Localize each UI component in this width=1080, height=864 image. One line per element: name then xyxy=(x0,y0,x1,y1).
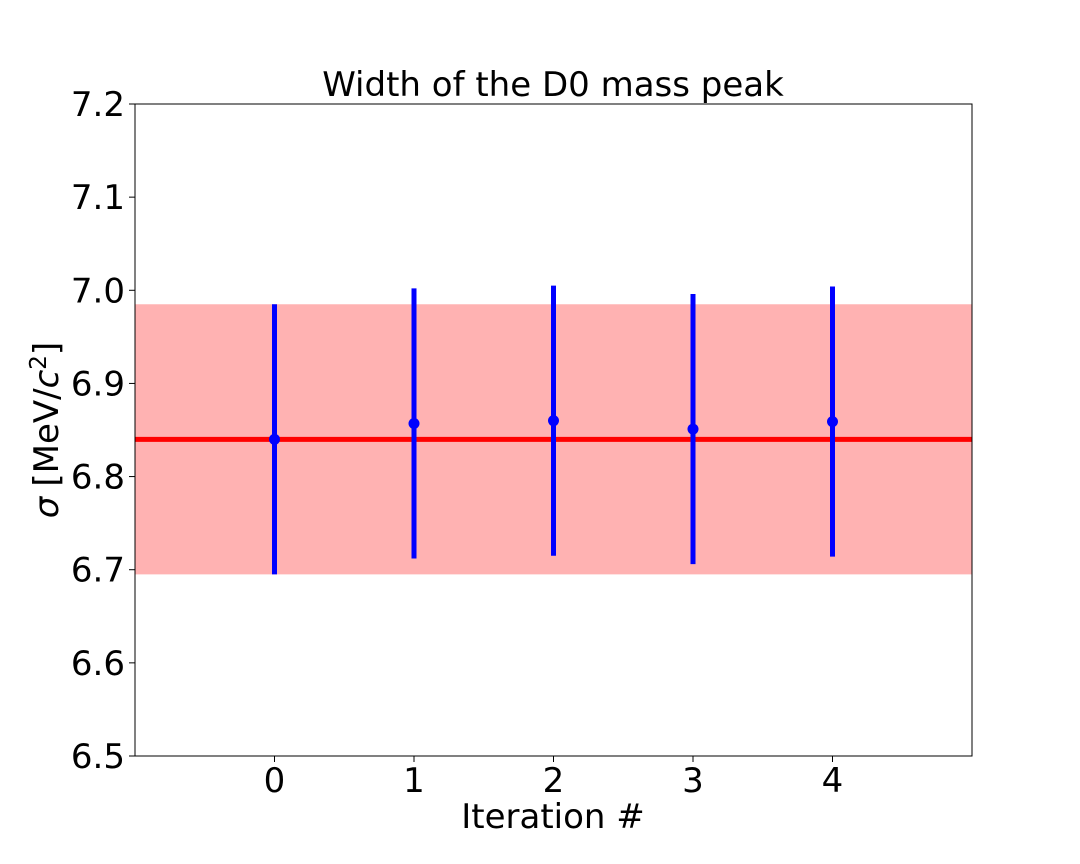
y-axis-label-symbol: σ xyxy=(27,495,67,518)
data-point xyxy=(269,433,280,445)
data-point xyxy=(408,417,420,429)
y-tick-label: 7.2 xyxy=(71,85,125,125)
y-axis-label-unit-c: c xyxy=(27,369,67,388)
y-tick-label: 6.6 xyxy=(71,644,125,684)
y-axis-label-unit-close: ] xyxy=(27,342,67,355)
y-tick-label: 6.7 xyxy=(71,551,125,591)
x-tick-label: 0 xyxy=(264,761,286,801)
y-tick-label: 6.8 xyxy=(71,458,125,498)
y-axis-label-unit-exp: 2 xyxy=(26,355,52,370)
y-tick-label: 7.0 xyxy=(71,271,125,311)
y-tick-label: 7.1 xyxy=(71,178,125,218)
y-tick-label: 6.5 xyxy=(71,737,125,777)
x-tick-label: 4 xyxy=(822,761,844,801)
data-point xyxy=(827,416,838,428)
chart-title: Width of the D0 mass peak xyxy=(322,65,784,105)
x-axis-label: Iteration # xyxy=(461,797,645,837)
y-axis-label-unit-open: [MeV/ xyxy=(27,388,67,487)
y-axis-label: σ [MeV/c2] xyxy=(26,342,67,518)
x-tick-label: 1 xyxy=(403,761,425,801)
plot-area xyxy=(135,285,972,575)
y-tick-label: 6.9 xyxy=(71,364,125,404)
data-point xyxy=(687,423,699,435)
data-point xyxy=(548,415,559,427)
x-tick-label: 2 xyxy=(543,761,565,801)
x-tick-label: 3 xyxy=(682,761,704,801)
axes: 0 1 2 3 4 6.5 6.6 6.7 6.8 6.9 7.0 7.1 7.2 xyxy=(71,85,843,801)
